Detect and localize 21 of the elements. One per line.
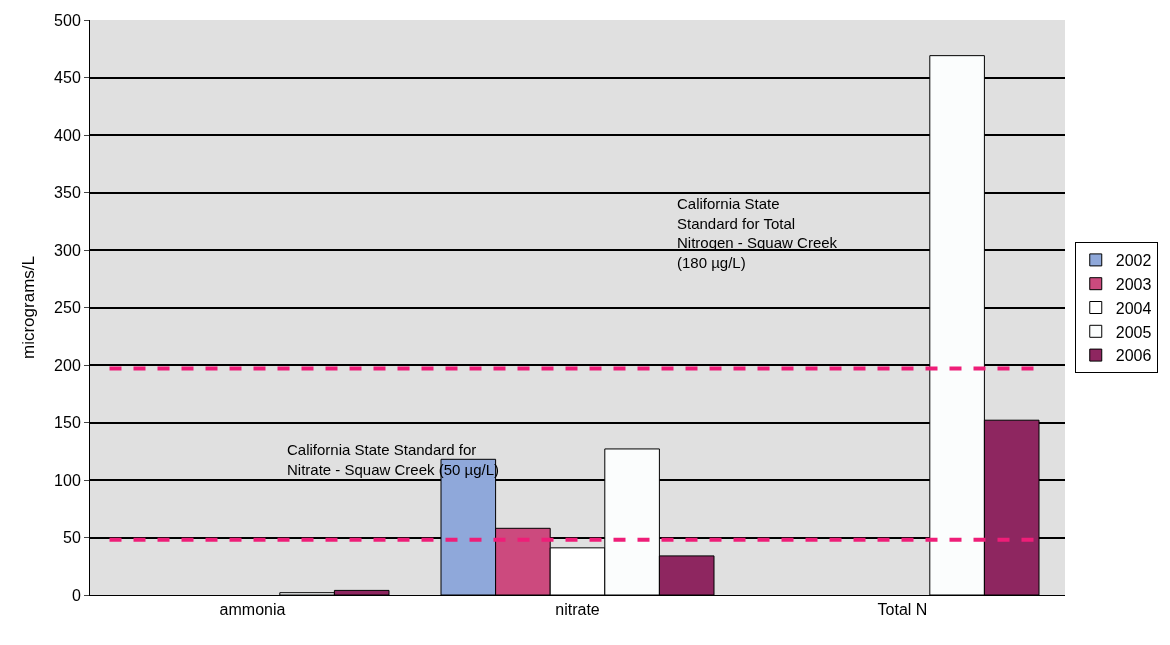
legend-label: 2002: [1115, 252, 1152, 270]
y-tick-label: 0: [71, 586, 81, 604]
y-tick-label: 300: [54, 241, 81, 259]
y-tick-label: 250: [54, 299, 81, 317]
y-tick-label: 450: [54, 69, 81, 87]
y-tick-label: 400: [54, 126, 81, 144]
y-tick-label: 200: [54, 356, 81, 374]
legend-label: 2003: [1115, 275, 1152, 293]
x-tick-label: Total N: [877, 601, 928, 619]
legend-label: 2004: [1115, 299, 1152, 317]
y-tick-label: 500: [54, 11, 81, 29]
x-tick-label: ammonia: [219, 601, 286, 619]
legend-label: 2006: [1115, 347, 1152, 365]
legend-label: 2005: [1115, 323, 1152, 341]
y-axis-title: micrograms/L: [18, 256, 38, 359]
y-tick-label: 350: [54, 184, 81, 202]
annotation: California State Standard for Total Nitrogen - Squaw Creek (180 µg/L): [677, 195, 838, 271]
y-tick-label: 50: [63, 529, 81, 547]
y-tick-label: 100: [54, 471, 81, 489]
x-tick-label: nitrate: [555, 601, 600, 619]
y-tick-label: 150: [54, 414, 81, 432]
